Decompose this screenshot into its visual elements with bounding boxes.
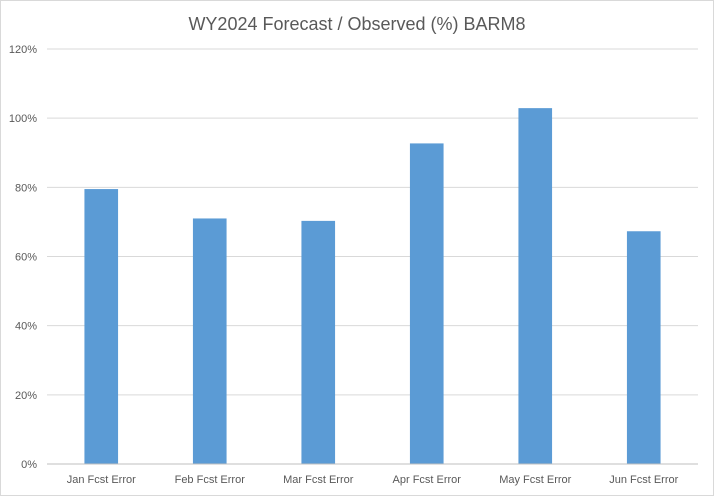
x-tick-label: Jan Fcst Error <box>67 474 136 486</box>
bar <box>192 218 227 464</box>
bar <box>84 189 119 464</box>
x-tick-label: Mar Fcst Error <box>283 474 354 486</box>
bars <box>84 108 661 464</box>
x-tick-label: May Fcst Error <box>499 474 571 486</box>
gridlines <box>47 48 698 396</box>
y-tick-label: 80% <box>15 182 37 194</box>
y-tick-label: 0% <box>21 459 37 471</box>
y-tick-label: 60% <box>15 252 37 264</box>
x-axis-ticks: Jan Fcst Error Feb Fcst Error Mar Fcst Err… <box>67 474 679 486</box>
y-tick-label: 20% <box>15 390 37 402</box>
y-tick-label: 120% <box>9 44 37 56</box>
chart-title: WY2024 Forecast / Observed (%) BARM8 <box>188 14 525 34</box>
y-tick-label: 100% <box>9 113 37 125</box>
bar <box>626 231 661 464</box>
bar <box>409 143 444 464</box>
x-tick-label: Apr Fcst Error <box>393 474 462 486</box>
bar <box>301 220 336 464</box>
x-tick-label: Jun Fcst Error <box>609 474 678 486</box>
y-axis-ticks: 0% 20% 40% 60% 80% 100% 120% <box>9 44 37 471</box>
y-tick-label: 40% <box>15 321 37 333</box>
x-tick-label: Feb Fcst Error <box>175 474 246 486</box>
bar <box>518 108 553 464</box>
